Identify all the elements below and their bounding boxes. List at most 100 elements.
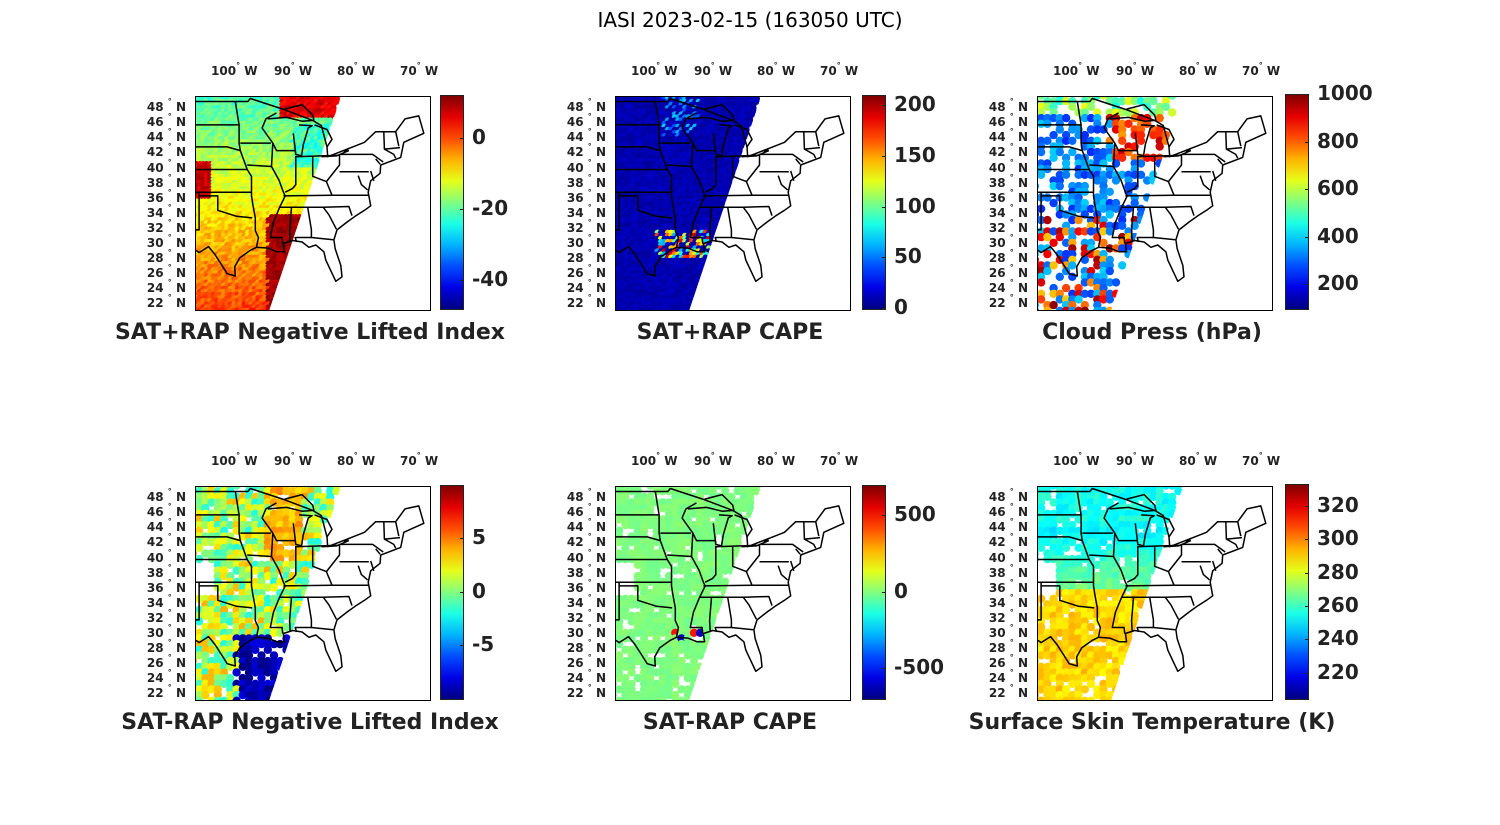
lon-tick-label: 80° W	[757, 61, 796, 78]
colorbar-tick-label: 0	[472, 125, 486, 149]
panel-sat-rap-plus-cape: SAT+RAP CAPE 100° W 90° W 80° W 70° W 48 ° N…	[560, 60, 1010, 360]
lat-tick-label: 36 ° N	[566, 578, 606, 595]
colorbar-tick-mark	[1305, 506, 1309, 507]
lat-tick-label: 28 ° N	[146, 248, 186, 265]
lon-tick-label: 80° W	[337, 451, 376, 468]
lat-tick-label: 22 ° N	[988, 683, 1028, 700]
lat-tick-label: 44 ° N	[566, 127, 606, 144]
lat-tick-label: 22 ° N	[146, 683, 186, 700]
lat-tick-label: 48 ° N	[566, 487, 606, 504]
lat-tick-label: 26 ° N	[146, 653, 186, 670]
colorbar-tick-label: 280	[1317, 560, 1359, 584]
panel-title: SAT-RAP Negative Lifted Index	[121, 710, 499, 735]
lat-tick-label: 28 ° N	[146, 638, 186, 655]
lat-tick-label: 46 ° N	[566, 112, 606, 129]
lat-tick-label: 22 ° N	[146, 293, 186, 310]
lon-tick-label: 100° W	[1053, 61, 1100, 78]
lat-tick-label: 26 ° N	[146, 263, 186, 280]
colorbar-tick-label: -5	[472, 632, 495, 656]
lat-tick-label: 26 ° N	[566, 263, 606, 280]
lat-tick-label: 42 ° N	[566, 532, 606, 549]
lat-tick-label: 34 ° N	[566, 203, 606, 220]
panel-title: Cloud Press (hPa)	[1042, 320, 1262, 345]
colorbar-tick-mark	[460, 538, 464, 539]
map-area	[1037, 96, 1273, 311]
lat-tick-label: 44 ° N	[988, 127, 1028, 144]
lat-tick-label: 46 ° N	[146, 112, 186, 129]
colorbar-tick-label: -500	[894, 655, 945, 679]
lat-tick-label: 28 ° N	[566, 248, 606, 265]
lat-tick-label: 34 ° N	[566, 593, 606, 610]
colorbar-tick-mark	[1305, 639, 1309, 640]
colorbar-tick-mark	[1305, 284, 1309, 285]
colorbar-tick-label: 0	[894, 579, 908, 603]
lat-tick-label: 26 ° N	[988, 653, 1028, 670]
lat-tick-label: 32 ° N	[146, 608, 186, 625]
colorbar-tick-mark	[460, 645, 464, 646]
lat-tick-label: 40 ° N	[988, 548, 1028, 565]
panel-title: Surface Skin Temperature (K)	[968, 710, 1336, 735]
panel-sat-minus-rap-cape: SAT-RAP CAPE 100° W 90° W 80° W 70° W 48 ° N…	[560, 450, 1010, 750]
lat-tick-label: 24 ° N	[988, 668, 1028, 685]
lon-tick-label: 100° W	[1053, 451, 1100, 468]
lon-tick-label: 80° W	[1179, 61, 1218, 78]
lat-tick-label: 26 ° N	[566, 653, 606, 670]
map-area	[615, 486, 851, 701]
colorbar-tick-mark	[460, 209, 464, 210]
colorbar-tick-mark	[1305, 673, 1309, 674]
colorbar-tick-mark	[1305, 606, 1309, 607]
lat-tick-label: 30 ° N	[566, 233, 606, 250]
colorbar-tick-label: 220	[1317, 660, 1359, 684]
colorbar-tick-label: 260	[1317, 593, 1359, 617]
lat-tick-label: 32 ° N	[988, 608, 1028, 625]
panel-sat-rap-plus-negative-lifted-index: SAT+RAP Negative Lifted Index 100° W 90° …	[115, 60, 590, 360]
colorbar-tick-label: 320	[1317, 493, 1359, 517]
lat-tick-label: 36 ° N	[988, 578, 1028, 595]
lon-tick-label: 90° W	[694, 451, 733, 468]
colorbar	[1285, 94, 1309, 310]
lat-tick-label: 28 ° N	[566, 638, 606, 655]
lat-tick-label: 48 ° N	[988, 97, 1028, 114]
lon-tick-label: 70° W	[820, 61, 859, 78]
lat-tick-label: 42 ° N	[566, 142, 606, 159]
colorbar-tick-label: 240	[1317, 626, 1359, 650]
lat-tick-label: 34 ° N	[146, 593, 186, 610]
lat-tick-label: 34 ° N	[988, 593, 1028, 610]
colorbar-tick-mark	[882, 515, 886, 516]
lat-tick-label: 34 ° N	[146, 203, 186, 220]
colorbar-tick-mark	[882, 207, 886, 208]
lat-tick-label: 24 ° N	[146, 668, 186, 685]
map-area	[1037, 486, 1273, 701]
colorbar-tick-label: 400	[1317, 224, 1359, 248]
colorbar-tick-mark	[882, 308, 886, 309]
lat-tick-label: 28 ° N	[988, 248, 1028, 265]
map-area	[615, 96, 851, 311]
colorbar-tick-mark	[882, 592, 886, 593]
lon-tick-label: 90° W	[274, 61, 313, 78]
lat-tick-label: 34 ° N	[988, 203, 1028, 220]
lon-tick-label: 80° W	[757, 451, 796, 468]
lat-tick-label: 24 ° N	[146, 278, 186, 295]
colorbar-tick-mark	[1305, 237, 1309, 238]
lon-tick-label: 100° W	[631, 61, 678, 78]
lat-tick-label: 42 ° N	[146, 142, 186, 159]
colorbar-tick-label: 100	[894, 194, 936, 218]
lat-tick-label: 36 ° N	[566, 188, 606, 205]
colorbar-tick-label: -20	[472, 196, 509, 220]
colorbar	[440, 95, 464, 310]
lat-tick-label: 40 ° N	[566, 548, 606, 565]
colorbar-tick-mark	[1305, 539, 1309, 540]
lat-tick-label: 36 ° N	[988, 188, 1028, 205]
lon-tick-label: 100° W	[211, 61, 258, 78]
lat-tick-label: 30 ° N	[988, 623, 1028, 640]
figure-title: IASI 2023-02-15 (163050 UTC)	[597, 8, 903, 32]
colorbar-tick-mark	[882, 257, 886, 258]
lat-tick-label: 38 ° N	[566, 173, 606, 190]
lat-tick-label: 42 ° N	[146, 532, 186, 549]
lat-tick-label: 36 ° N	[146, 188, 186, 205]
panel-sat-minus-rap-negative-lifted-index: SAT-RAP Negative Lifted Index 100° W 90° …	[121, 450, 590, 750]
colorbar-tick-mark	[460, 138, 464, 139]
lat-tick-label: 24 ° N	[566, 278, 606, 295]
panel-cloud-press: Cloud Press (hPa) 100° W 90° W 80° W 70° W 4…	[982, 60, 1432, 360]
lat-tick-label: 22 ° N	[566, 293, 606, 310]
